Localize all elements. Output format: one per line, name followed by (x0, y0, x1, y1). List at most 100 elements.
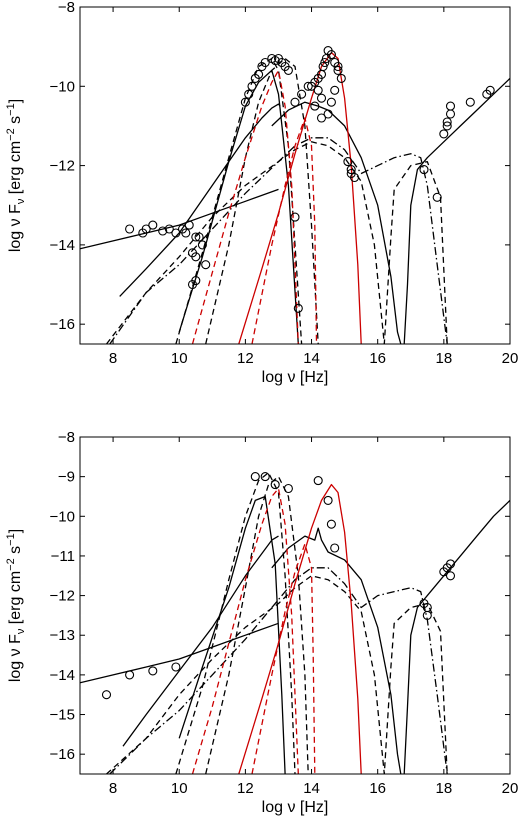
data-point (485, 85, 495, 95)
series-solid-3 (271, 527, 402, 774)
series-dashed-10 (251, 117, 318, 344)
series-dashed-6 (205, 475, 309, 774)
data-point (445, 571, 456, 581)
plot-frame (79, 6, 511, 345)
data-point (283, 483, 293, 494)
data-point (346, 168, 356, 179)
x-tick-label: 14 (303, 780, 320, 797)
y-axis-label: log ν Fν [erg cm−2 s−1] (5, 99, 27, 252)
data-point (318, 61, 328, 72)
data-point (330, 543, 340, 553)
series-dashed-6 (205, 57, 319, 344)
data-point (171, 228, 181, 238)
data-point (346, 165, 356, 175)
series-solid-2 (178, 495, 286, 774)
data-point (148, 220, 158, 230)
series-solid-2 (178, 69, 299, 344)
data-point (244, 89, 254, 99)
data-point (283, 65, 293, 75)
data-point (184, 220, 194, 230)
x-tick-label: 20 (502, 350, 519, 367)
series-solid-11 (238, 51, 362, 344)
series-solid-3 (271, 101, 402, 344)
data-point (465, 97, 475, 107)
data-point (313, 85, 323, 95)
y-tick-label: −11 (51, 548, 75, 565)
data-point (260, 472, 270, 482)
y-tick-label: −14 (50, 237, 75, 254)
data-point (326, 97, 336, 107)
data-point (442, 121, 452, 131)
data-points (101, 472, 456, 700)
data-point (290, 97, 300, 107)
series-solid-1 (119, 103, 281, 297)
series-dashed-5 (175, 472, 296, 774)
series-group (80, 472, 510, 774)
data-point (326, 519, 336, 529)
x-axis-label: log ν [Hz] (262, 369, 329, 386)
x-tick-label: 16 (369, 350, 386, 367)
y-tick-label: −8 (58, 429, 75, 446)
series-dashdot-8 (109, 567, 448, 774)
data-point (442, 117, 452, 127)
data-point (333, 61, 343, 72)
data-point (432, 192, 442, 202)
y-tick-label: −16 (50, 316, 75, 333)
data-point (141, 224, 151, 234)
data-point (187, 279, 198, 290)
data-point (247, 81, 257, 91)
bottom-panel: 8 10 12 14 16 18 20 −16 −15 −14 −13 −12 −11 −10 −9 −8 lo… (5, 429, 518, 816)
data-point (445, 559, 456, 569)
data-point (419, 165, 429, 175)
x-tick-label: 12 (237, 350, 254, 367)
data-point (158, 226, 168, 236)
data-point (320, 57, 330, 68)
data-point (333, 65, 343, 75)
series-group (80, 51, 510, 344)
y-tick-label: −8 (58, 0, 75, 16)
x-tick-label: 10 (171, 780, 188, 797)
data-point (290, 212, 300, 222)
x-tick-label: 20 (502, 780, 519, 797)
x-axis-label: log ν [Hz] (262, 799, 329, 816)
series-solid-4 (403, 499, 510, 774)
data-point (270, 480, 280, 490)
x-tick-label: 18 (436, 780, 453, 797)
series-dashed-9 (191, 487, 299, 774)
data-point (313, 476, 323, 486)
series-solid-11 (238, 483, 362, 774)
y-tick-label: −13 (50, 627, 75, 644)
data-point (336, 73, 346, 83)
data-point (164, 224, 174, 234)
y-tick-label: −15 (50, 707, 75, 724)
x-tick-label: 14 (303, 350, 320, 367)
data-point (310, 101, 320, 111)
data-point (194, 232, 204, 242)
data-point (343, 157, 353, 167)
y-tick-label: −14 (50, 667, 75, 684)
data-point (191, 252, 201, 262)
x-tick-label: 12 (237, 780, 254, 797)
x-tick-label: 18 (436, 350, 453, 367)
x-tick-label: 10 (171, 350, 188, 367)
series-dashed-7 (105, 141, 448, 344)
data-point (148, 666, 158, 676)
data-point (125, 224, 135, 234)
data-point (439, 129, 449, 139)
series-solid-0 (80, 188, 279, 250)
data-point (316, 113, 327, 123)
data-point (125, 670, 135, 680)
series-dashed-7 (106, 575, 448, 774)
x-tick-label: 8 (109, 780, 117, 797)
series-solid-0 (80, 622, 279, 684)
data-point (316, 93, 327, 103)
data-point (197, 240, 207, 250)
data-point (254, 69, 264, 79)
data-point (330, 85, 340, 95)
data-point (303, 81, 313, 91)
y-tick-label: −16 (50, 746, 75, 763)
y-axis-label: log ν Fν [erg cm−2 s−1] (5, 529, 27, 682)
data-point (181, 228, 191, 238)
data-point (422, 610, 432, 620)
